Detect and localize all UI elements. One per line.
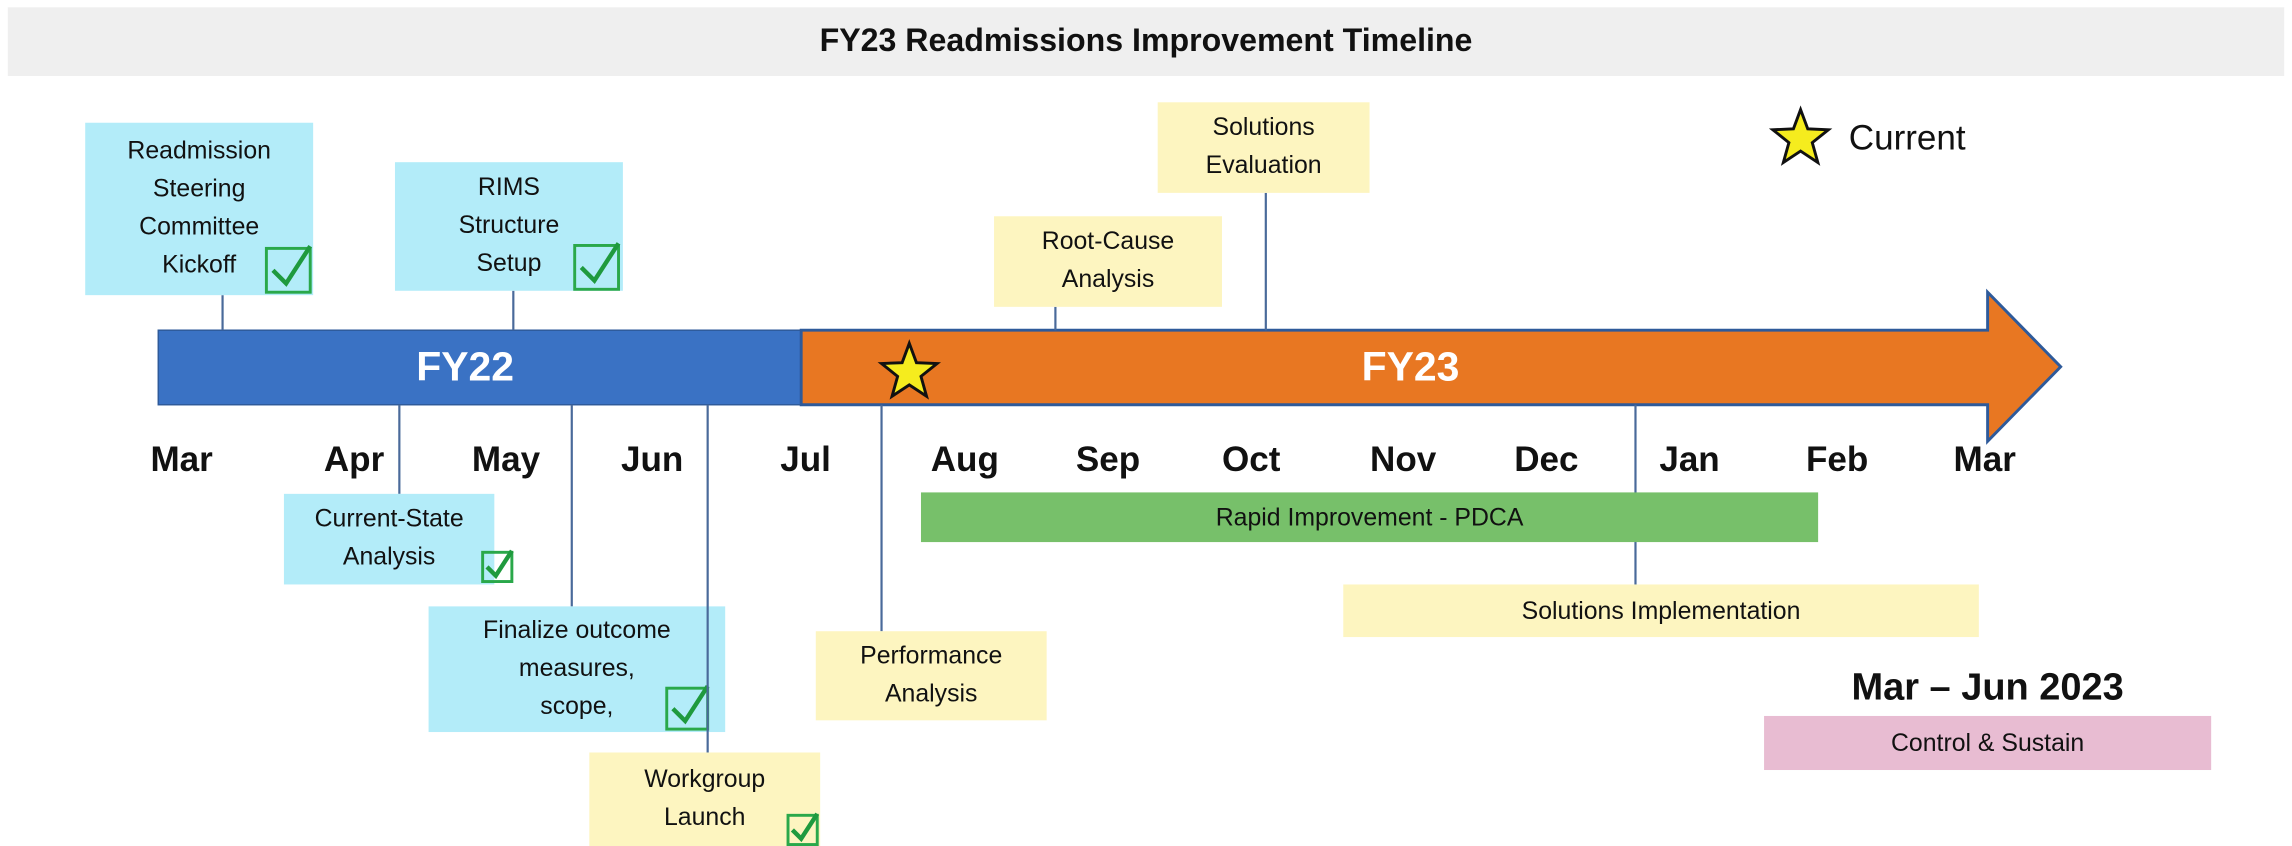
month-label: Apr: [324, 440, 385, 479]
check-mark: [790, 812, 820, 843]
month-label: Dec: [1514, 440, 1578, 479]
milestone-text: Committee: [139, 214, 259, 241]
month-label: Nov: [1370, 440, 1437, 479]
legend-star: [1768, 105, 1833, 166]
milestone-text: Analysis: [1062, 266, 1154, 293]
milestone-text: Steering: [153, 176, 245, 203]
check-mark: [579, 242, 621, 285]
fy23-arrow: [799, 288, 2063, 445]
check-box: [264, 246, 312, 294]
month-label: Oct: [1222, 440, 1281, 479]
phase-label: Rapid Improvement - PDCA: [1216, 504, 1524, 531]
month-label: Jun: [621, 440, 683, 479]
milestone-box: [85, 122, 314, 296]
phase-bar: [920, 492, 1819, 543]
check-mark: [671, 684, 710, 725]
month-label: Sep: [1076, 440, 1140, 479]
check-box: [573, 244, 620, 291]
milestone-box: [283, 493, 495, 585]
milestone-box: [815, 631, 1047, 721]
milestone-text: Structure: [459, 212, 560, 239]
milestone-text: Performance: [860, 642, 1002, 669]
phase-label: Solutions Implementation: [1522, 598, 1801, 625]
month-label: Feb: [1806, 440, 1868, 479]
milestone-text: Root-Cause: [1042, 228, 1174, 255]
milestone-text: Solutions: [1213, 114, 1315, 141]
current-star: [877, 339, 942, 400]
milestone-text: Launch: [664, 804, 745, 831]
fiscal-year-label: FY23: [1362, 343, 1460, 389]
check-mark: [271, 245, 313, 287]
milestone-text: measures,: [519, 655, 635, 682]
milestone-text: Current-State: [315, 506, 464, 533]
phase-heading: Mar – Jun 2023: [1851, 667, 2123, 709]
title-band: [7, 7, 2285, 76]
check-box: [481, 550, 514, 583]
check-box: [786, 813, 819, 846]
milestone-text: Setup: [476, 250, 541, 277]
month-label: Jul: [780, 440, 831, 479]
title: FY23 Readmissions Improvement Timeline: [820, 22, 1473, 58]
milestone-box: [994, 216, 1222, 307]
legend-label: Current: [1849, 119, 1966, 158]
fiscal-year-label: FY22: [416, 343, 514, 389]
milestone-text: scope,: [540, 693, 613, 720]
month-label: Aug: [931, 440, 999, 479]
phase-bar: [1343, 584, 1979, 638]
milestone-text: RIMS: [478, 174, 540, 201]
check-mark: [485, 549, 514, 580]
milestone-text: Finalize outcome: [483, 617, 671, 644]
phase-label: Control & Sustain: [1891, 730, 2084, 757]
milestone-text: Analysis: [885, 680, 977, 707]
milestone-text: Kickoff: [162, 251, 236, 278]
fy22-arrow: [157, 329, 802, 406]
milestone-text: Readmission: [127, 138, 271, 165]
milestone-box: [1157, 102, 1370, 193]
milestone-box: [589, 752, 821, 846]
phase-bar: [1764, 715, 2212, 771]
month-label: Mar: [1954, 440, 2017, 479]
month-label: May: [472, 440, 541, 479]
month-label: Jan: [1659, 440, 1719, 479]
month-label: Mar: [150, 440, 213, 479]
milestone-text: Analysis: [343, 544, 435, 571]
milestone-text: Evaluation: [1206, 152, 1322, 179]
milestone-text: Workgroup: [644, 766, 765, 793]
